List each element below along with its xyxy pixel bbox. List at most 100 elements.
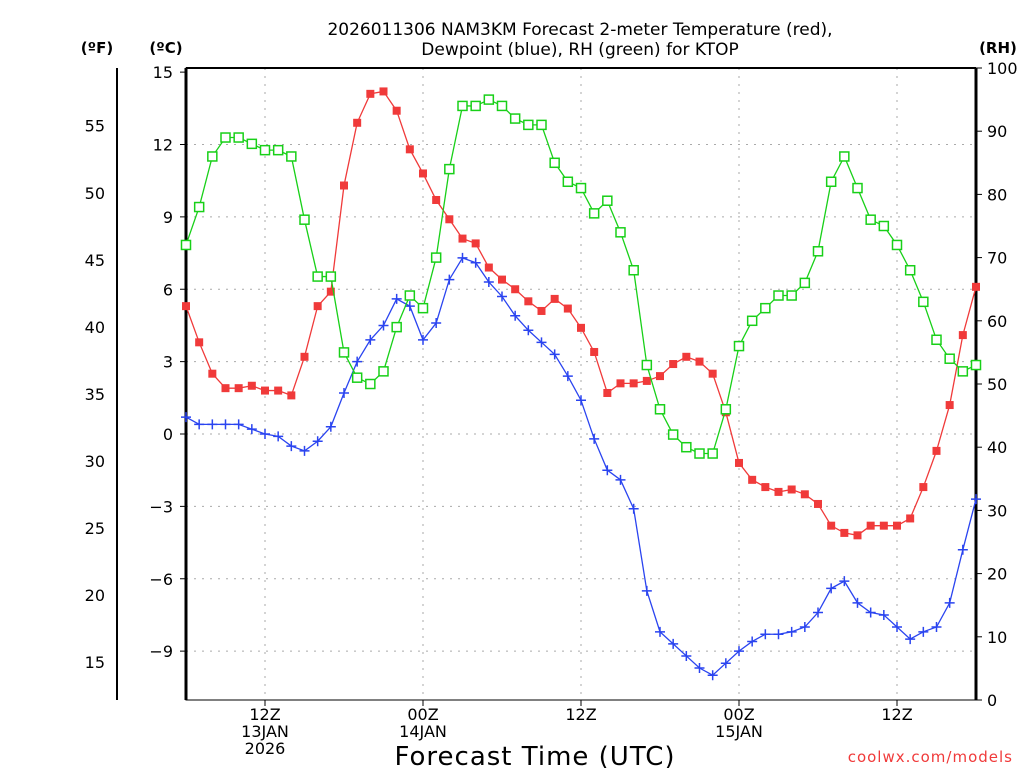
temperature-point [221, 384, 230, 393]
rh-point [918, 296, 929, 308]
temperature-point [656, 372, 664, 381]
rh-point [246, 138, 258, 150]
temperature-point [234, 384, 243, 393]
rh-point [720, 404, 732, 415]
dewpoint-point [813, 607, 823, 618]
temperature-point [326, 287, 335, 296]
temperature-point [498, 275, 506, 284]
chart-title-line-2: Dewpoint (blue), RH (green) for KTOP [421, 40, 738, 60]
dewpoint-point [523, 325, 534, 336]
fahrenheit-tick-label: 35 [85, 385, 105, 404]
rh-point [970, 359, 982, 371]
temperature-point [511, 285, 520, 294]
dewpoint-point [483, 277, 494, 288]
celsius-axis-label: (ºC) [149, 39, 182, 57]
dewpoint-point [615, 474, 626, 485]
temperature-point [405, 145, 414, 154]
x-tick-label: 15JAN [715, 722, 763, 741]
dewpoint-point [668, 638, 679, 649]
rh-point [654, 404, 666, 415]
temperature-point [853, 531, 862, 540]
dewpoint-point [799, 622, 810, 632]
fahrenheit-tick-label: 15 [85, 653, 105, 672]
temperature-point [458, 234, 467, 243]
rh-point [746, 315, 758, 327]
fahrenheit-axis-label: (ºF) [81, 39, 113, 57]
dewpoint-point [536, 337, 547, 348]
temperature-point [484, 263, 493, 272]
rh-point [575, 182, 587, 194]
fahrenheit-tick-label: 20 [85, 586, 105, 605]
rh-point [365, 378, 376, 390]
temperature-point [432, 195, 441, 204]
rh-point [878, 220, 890, 232]
dewpoint-point [602, 465, 613, 476]
temperature-point [695, 357, 704, 366]
temperature-point [945, 401, 954, 410]
rh-tick-label: 90 [987, 122, 1007, 141]
rh-point [496, 100, 508, 112]
rh-point [602, 195, 613, 206]
celsius-tick-label: 0 [163, 425, 173, 444]
temperature-point [866, 521, 875, 530]
rh-point [325, 271, 337, 282]
rh-point [588, 208, 600, 219]
x-tick-label: 13JAN [241, 722, 289, 741]
rh-tick-label: 50 [987, 375, 1007, 394]
rh-point [351, 372, 363, 383]
dewpoint-point [786, 626, 797, 637]
temperature-point [366, 89, 375, 98]
dewpoint-point [576, 395, 586, 406]
credit-link[interactable]: coolwx.com/models [848, 748, 1013, 766]
dewpoint-point [747, 636, 758, 647]
rh-point [272, 144, 284, 156]
dewpoint-point [549, 349, 560, 360]
dewpoint-point [931, 622, 942, 632]
dewpoint-point [339, 387, 349, 398]
rh-point [957, 366, 969, 377]
dewpoint-point [760, 629, 771, 640]
dewpoint-point [720, 658, 731, 669]
dewpoint-point [260, 429, 270, 439]
rh-point [891, 239, 903, 251]
rh-point [773, 290, 784, 301]
celsius-tick-label: 9 [163, 208, 173, 227]
rh-point [286, 151, 297, 162]
temperature-point [682, 352, 691, 361]
temperature-point [274, 386, 283, 395]
temperature-point [445, 215, 454, 224]
dewpoint-point [971, 494, 981, 505]
dewpoint-point [470, 257, 481, 268]
dewpoint-point [431, 318, 442, 329]
rh-point [523, 119, 534, 131]
rh-point [457, 100, 468, 112]
rh-point [483, 94, 495, 105]
rh-point [628, 264, 639, 276]
dewpoint-point [391, 293, 402, 304]
dewpoint-point [352, 356, 363, 367]
chart-title-line-1: 2026011306 NAM3KM Forecast 2-meter Tempe… [327, 20, 832, 40]
temperature-point [800, 490, 809, 499]
rh-point [536, 119, 547, 131]
celsius-tick-label: 6 [163, 280, 173, 299]
rh-point [444, 163, 455, 175]
rh-point [812, 246, 824, 257]
dewpoint-point [878, 609, 889, 620]
celsius-tick-label: −6 [149, 570, 173, 589]
temperature-point [958, 331, 967, 340]
temperature-point [563, 304, 572, 313]
dewpoint-point [852, 597, 863, 608]
celsius-tick-label: 3 [163, 353, 173, 372]
x-tick-label: 2026 [245, 739, 286, 758]
fahrenheit-tick-label: 45 [85, 251, 105, 270]
rh-point [615, 227, 626, 238]
celsius-tick-label: 12 [153, 136, 173, 155]
rh-point [207, 151, 218, 162]
temperature-point [774, 487, 783, 496]
temperature-point [906, 514, 915, 523]
dewpoint-point [839, 576, 850, 587]
rh-point [865, 214, 876, 225]
dewpoint-point [233, 419, 244, 430]
temperature-point [261, 386, 269, 395]
fahrenheit-tick-label: 50 [85, 184, 105, 203]
